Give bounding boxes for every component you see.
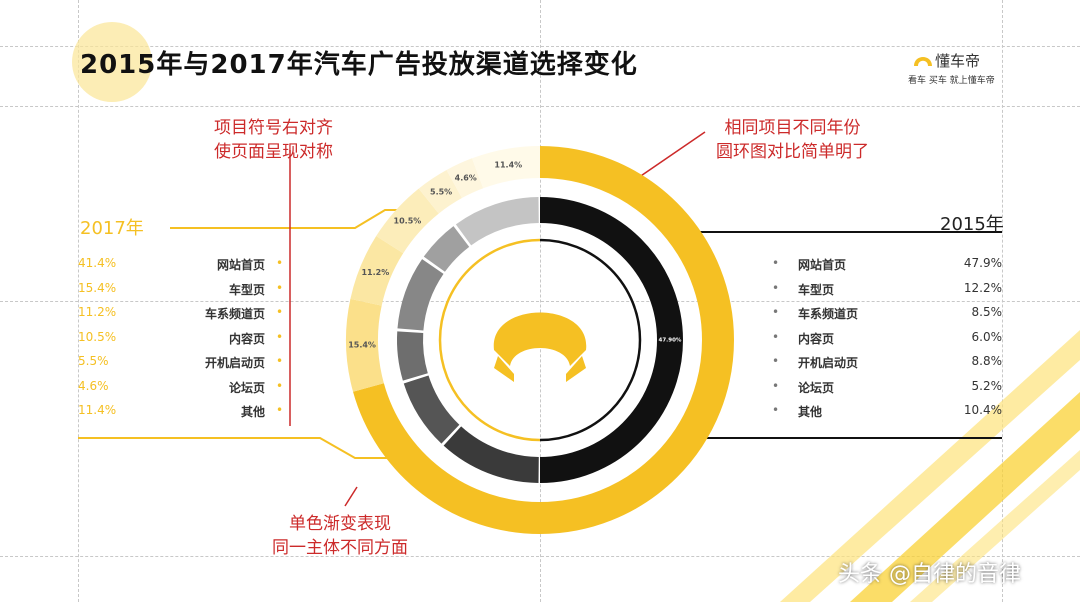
legend-2017-category: 开机启动页 — [204, 356, 265, 370]
legend-2015-value: 8.5% — [971, 305, 1003, 319]
legend-bullet-icon: • — [276, 378, 284, 393]
legend-bullet-icon: • — [772, 280, 780, 295]
legend-2017-value: 5.5% — [78, 354, 109, 368]
legend-bullet-icon: • — [276, 280, 284, 295]
annotation-line-right — [631, 131, 706, 183]
legend-bullet-icon: • — [772, 305, 780, 319]
legend-2015-value: 5.2% — [971, 378, 1003, 393]
legend-2015-category: 车型页 — [798, 282, 835, 297]
brand-slogan: 看车 买车 就上懂车帝 — [908, 76, 995, 86]
logo-mark-icon — [493, 312, 587, 382]
legend-2017-category: 车型页 — [228, 282, 265, 297]
decor-stripe — [910, 450, 1080, 602]
guide-line — [540, 0, 541, 602]
legend-2015-value: 12.2% — [963, 280, 1002, 295]
annotation-line-2: 同一主体不同方面 — [272, 538, 408, 558]
legend-2017-value: 4.6% — [78, 378, 109, 393]
watermark: 头条 @自律的音律 — [838, 562, 1021, 587]
legend-2017-value: 11.2% — [78, 305, 117, 319]
legend-bullet-icon: • — [772, 378, 780, 393]
outer-right-2015 — [539, 146, 734, 534]
brand-name: 懂车帝 — [935, 52, 981, 70]
inner-slice — [455, 197, 540, 246]
annotation-line-1: 项目符号右对齐 — [214, 118, 333, 138]
outer-slice-2017 — [346, 298, 384, 392]
brand-logo-icon — [914, 57, 932, 66]
legend-2017-value: 10.5% — [78, 329, 117, 344]
inner-slice — [443, 426, 540, 483]
legend-2017-category: 论坛页 — [228, 380, 265, 395]
legend-2015-category: 车系频道页 — [798, 307, 859, 321]
legend-bullet-icon: • — [772, 354, 780, 368]
year-2017-label: 2017年 — [80, 218, 144, 239]
inner-slice — [403, 375, 460, 444]
annotation-line-bottom — [344, 486, 358, 507]
outer-slice-2017 — [418, 169, 463, 214]
legend-2015-category: 网站首页 — [798, 258, 847, 272]
legend-bullet-icon: • — [772, 256, 780, 270]
guide-line — [78, 0, 79, 602]
legend-2015-category: 论坛页 — [798, 380, 835, 395]
annotation-right: 相同项目不同年份 圆环图对比简单明了 — [716, 116, 869, 164]
annotation-line-2: 使页面呈现对称 — [214, 142, 333, 162]
legend-2017-category: 其他 — [240, 405, 265, 419]
legend-2017-value: 41.4% — [78, 256, 117, 270]
legend-2015-value: 47.9% — [963, 256, 1002, 270]
legend-bullet-icon: • — [276, 329, 284, 344]
inner-slice — [397, 259, 444, 331]
legend-2017-category: 内容页 — [228, 331, 265, 346]
brand-logo — [914, 57, 932, 66]
legend-bullet-icon: • — [276, 354, 284, 368]
outer-slice-2017 — [446, 158, 484, 199]
outer-slice-2017 — [350, 236, 404, 307]
inner-ring-right — [539, 238, 642, 442]
annotation-line-1: 相同项目不同年份 — [724, 118, 861, 138]
legend-2015-value: 8.8% — [971, 354, 1003, 368]
legend-bullet-icon: • — [772, 329, 780, 344]
outer-slice-label: 10.5% — [394, 217, 422, 226]
legend-bullet-icon: • — [276, 305, 284, 319]
decor-stripe — [850, 392, 1080, 602]
legend-2015-value: 10.4% — [963, 403, 1002, 417]
annotation-bottom: 单色渐变表现 同一主体不同方面 — [272, 512, 408, 560]
legend-bullet-icon: • — [276, 256, 284, 270]
legend-2017-value: 15.4% — [78, 280, 117, 295]
outer-slice-2017 — [376, 188, 440, 254]
annotation-line-2: 圆环图对比简单明了 — [716, 142, 869, 162]
outer-slice-label: 4.6% — [455, 174, 477, 183]
outer-slice-2017 — [471, 146, 541, 189]
decor-circle — [72, 22, 152, 102]
legend-bullet-icon: • — [276, 403, 284, 417]
connector-2017-bottom — [78, 437, 410, 459]
annotation-line-1: 单色渐变表现 — [289, 514, 391, 534]
legend-2015-value: 6.0% — [971, 329, 1003, 344]
inner-slice — [397, 331, 428, 381]
page-title: 2015年与2017年汽车广告投放渠道选择变化 — [80, 50, 638, 80]
legend-2015-category: 其他 — [798, 405, 823, 419]
legend-2015-category: 内容页 — [798, 331, 835, 346]
legend-bullet-icon: • — [772, 403, 780, 417]
inner-slice — [423, 226, 470, 273]
annotation-left: 项目符号右对齐 使页面呈现对称 — [214, 116, 333, 164]
legend-2015-category: 开机启动页 — [798, 356, 859, 370]
inner-ring-left — [438, 238, 541, 442]
legend-2017-value: 11.4% — [78, 403, 117, 417]
year-2015-label: 2015年 — [940, 214, 1004, 235]
legend-2017-category: 车系频道页 — [204, 307, 265, 321]
inner-slice-label: 47.90% — [659, 338, 682, 344]
legend-2017-category: 网站首页 — [216, 258, 265, 272]
decor-stripe — [780, 330, 1080, 602]
inner-right-black — [539, 197, 683, 483]
guide-line — [1002, 0, 1003, 602]
outer-slice-2017 — [353, 382, 541, 534]
outer-slice-label: 11.4% — [494, 160, 522, 169]
outer-slice-label: 5.5% — [430, 187, 452, 196]
outer-slice-label: 15.4% — [348, 341, 376, 350]
outer-slice-label: 11.2% — [361, 268, 389, 277]
